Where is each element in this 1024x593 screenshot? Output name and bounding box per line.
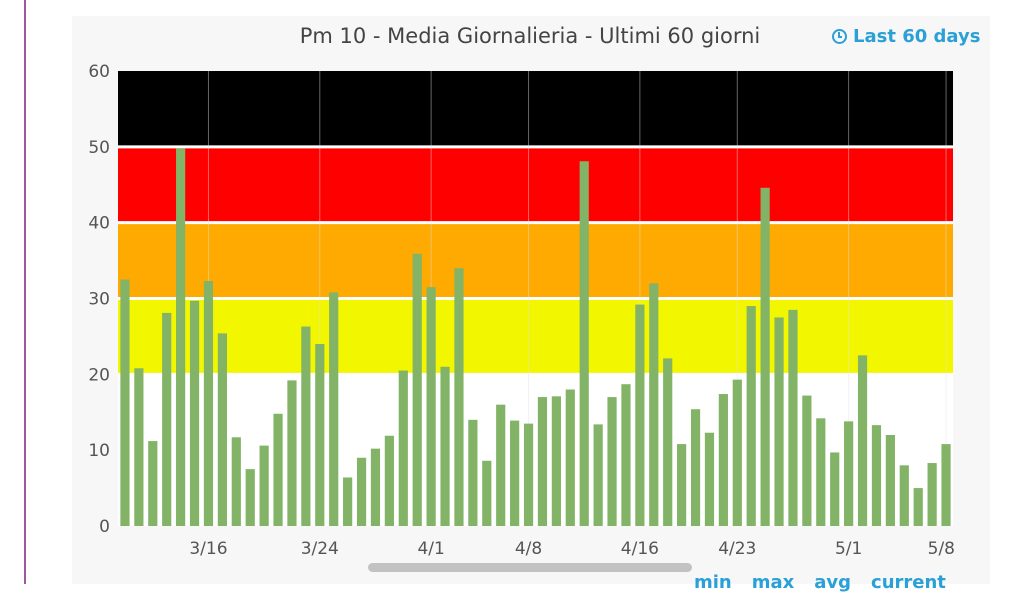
- bar: [732, 379, 742, 526]
- bar: [760, 187, 770, 527]
- stat-min[interactable]: min: [694, 572, 732, 593]
- bar: [899, 465, 909, 526]
- bar: [537, 397, 548, 526]
- bar: [649, 283, 659, 526]
- bar: [941, 444, 951, 526]
- bar: [802, 395, 812, 526]
- threshold-band-0: [118, 374, 953, 526]
- bar: [120, 279, 130, 526]
- bar: [593, 424, 603, 526]
- bar: [774, 317, 784, 526]
- bar: [885, 435, 895, 526]
- bar: [857, 355, 868, 526]
- threshold-band-3: [118, 146, 953, 223]
- bar: [217, 333, 227, 526]
- bar: [635, 304, 645, 526]
- bar: [621, 384, 631, 526]
- x-tick-label: 4/23: [718, 539, 756, 559]
- bar: [176, 148, 186, 526]
- y-tick-label: 20: [88, 365, 110, 385]
- stat-avg[interactable]: avg: [814, 572, 852, 593]
- bar: [690, 409, 701, 526]
- bar: [579, 161, 589, 526]
- y-tick-label: 40: [88, 214, 110, 234]
- y-tick-label: 10: [88, 441, 110, 461]
- bar: [273, 413, 283, 526]
- bar: [398, 370, 408, 526]
- bar: [816, 418, 826, 526]
- bar: [788, 309, 798, 526]
- stat-max[interactable]: max: [751, 572, 795, 593]
- threshold-band-1: [118, 298, 953, 375]
- bar: [482, 460, 492, 526]
- threshold-band-4: [118, 71, 953, 147]
- time-range-button[interactable]: Last 60 days: [832, 26, 980, 47]
- x-tick-label: 4/1: [417, 539, 444, 559]
- bar: [259, 445, 269, 526]
- horizontal-scrollbar[interactable]: [368, 563, 692, 572]
- x-tick-label: 5/8: [928, 539, 955, 559]
- bar: [412, 253, 422, 526]
- bar: [523, 423, 534, 526]
- y-tick-label: 60: [88, 62, 110, 82]
- bar: [315, 344, 325, 526]
- bar: [565, 389, 575, 526]
- bar: [607, 397, 617, 526]
- chart-title: Pm 10 - Media Giornalieria - Ultimi 60 g…: [299, 24, 761, 48]
- y-tick-label: 50: [88, 138, 110, 158]
- x-tick-label: 4/16: [621, 539, 659, 559]
- bar: [844, 421, 854, 526]
- bar: [370, 448, 381, 526]
- bar: [231, 437, 241, 526]
- bar: [510, 420, 520, 526]
- stat-current[interactable]: current: [871, 572, 946, 593]
- bar: [245, 469, 255, 526]
- y-tick-label: 0: [99, 517, 110, 537]
- bar: [148, 441, 158, 526]
- clock-icon: [832, 29, 847, 44]
- bar: [704, 432, 715, 526]
- bar: [830, 452, 840, 526]
- bar: [203, 281, 214, 526]
- bar: [440, 366, 450, 526]
- bar: [454, 268, 464, 526]
- bar: [189, 300, 200, 526]
- bar: [927, 463, 937, 526]
- bar: [384, 435, 394, 526]
- x-tick-label: 3/24: [301, 539, 339, 559]
- stats-legend: min max avg current: [694, 572, 946, 593]
- bar: [746, 306, 756, 526]
- bar: [663, 358, 673, 526]
- bar: [329, 292, 339, 526]
- bar: [468, 419, 478, 526]
- bar: [162, 312, 172, 526]
- bar: [134, 368, 144, 526]
- page-left-border: [24, 0, 26, 584]
- bar: [677, 444, 687, 526]
- bar: [356, 457, 367, 526]
- bar: [496, 404, 506, 526]
- bar: [871, 425, 882, 526]
- y-tick-label: 30: [88, 290, 110, 310]
- bar: [343, 477, 353, 526]
- x-tick-label: 3/16: [189, 539, 227, 559]
- threshold-band-2: [118, 222, 953, 299]
- bar: [426, 287, 436, 526]
- time-range-label: Last 60 days: [853, 26, 981, 47]
- bar: [913, 488, 923, 526]
- bar: [301, 326, 311, 526]
- bar: [551, 396, 561, 526]
- bar: [718, 394, 728, 526]
- bar: [287, 380, 297, 526]
- x-tick-label: 4/8: [515, 539, 542, 559]
- x-tick-label: 5/1: [835, 539, 862, 559]
